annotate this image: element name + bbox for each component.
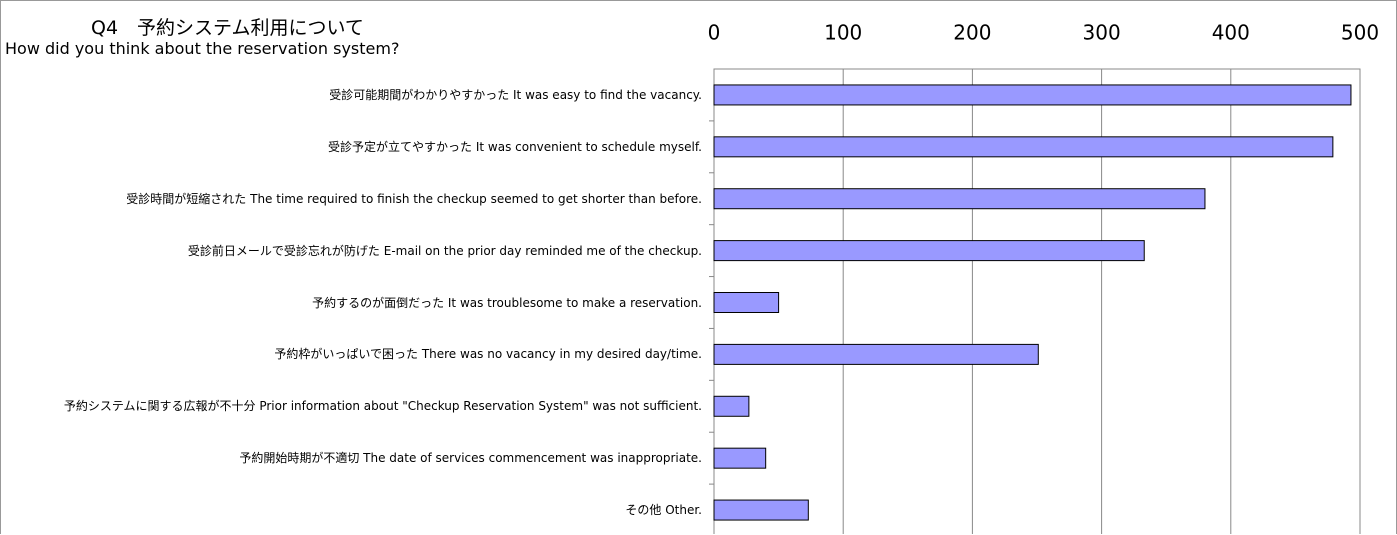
category-text: 受診可能期間がわかりやすかった It was easy to find the … bbox=[329, 87, 702, 102]
bar bbox=[713, 188, 1206, 210]
category-text: 予約開始時期が不適切 The date of services commence… bbox=[239, 451, 702, 466]
category-label: 予約開始時期が不適切 The date of services commence… bbox=[42, 450, 702, 466]
bar bbox=[713, 499, 809, 521]
category-label: 受診時間が短縮された The time required to finish t… bbox=[42, 191, 702, 207]
category-text: 受診時間が短縮された The time required to finish t… bbox=[126, 191, 702, 206]
x-tick-label: 300 bbox=[1083, 21, 1121, 45]
bar bbox=[713, 395, 750, 417]
category-text: 予約システムに関する広報が不十分 Prior information about… bbox=[63, 399, 702, 414]
category-label: その他 Other. bbox=[42, 502, 702, 518]
category-label: 予約枠がいっぱいで困った There was no vacancy in my … bbox=[42, 346, 702, 362]
bar bbox=[713, 447, 767, 469]
bar bbox=[713, 343, 1039, 365]
category-label: 予約するのが面倒だった It was troublesome to make a… bbox=[42, 295, 702, 311]
category-text: その他 Other. bbox=[625, 503, 702, 518]
category-label: 受診予定が立てやすかった It was convenient to schedu… bbox=[42, 139, 702, 155]
bar bbox=[713, 240, 1145, 262]
x-tick-label: 200 bbox=[953, 21, 991, 45]
chart-title: Q4 予約システム利用について bbox=[91, 17, 364, 39]
category-label: 受診可能期間がわかりやすかった It was easy to find the … bbox=[42, 87, 702, 103]
bar bbox=[713, 84, 1352, 106]
category-label: 予約システムに関する広報が不十分 Prior information about… bbox=[42, 398, 702, 414]
x-tick-label: 0 bbox=[708, 21, 721, 45]
bar bbox=[713, 292, 780, 313]
category-text: 予約枠がいっぱいで困った There was no vacancy in my … bbox=[274, 347, 702, 362]
x-tick-label: 500 bbox=[1341, 21, 1379, 45]
category-text: 受診予定が立てやすかった It was convenient to schedu… bbox=[328, 139, 702, 154]
chart-subtitle: How did you think about the reservation … bbox=[5, 39, 400, 58]
category-text: 受診前日メールで受診忘れが防げた E-mail on the prior day… bbox=[187, 243, 702, 258]
x-tick-label: 100 bbox=[824, 21, 862, 45]
category-label: 受診前日メールで受診忘れが防げた E-mail on the prior day… bbox=[42, 243, 702, 259]
category-text: 予約するのが面倒だった It was troublesome to make a… bbox=[312, 295, 702, 310]
x-tick-label: 400 bbox=[1212, 21, 1250, 45]
bar bbox=[713, 136, 1334, 158]
